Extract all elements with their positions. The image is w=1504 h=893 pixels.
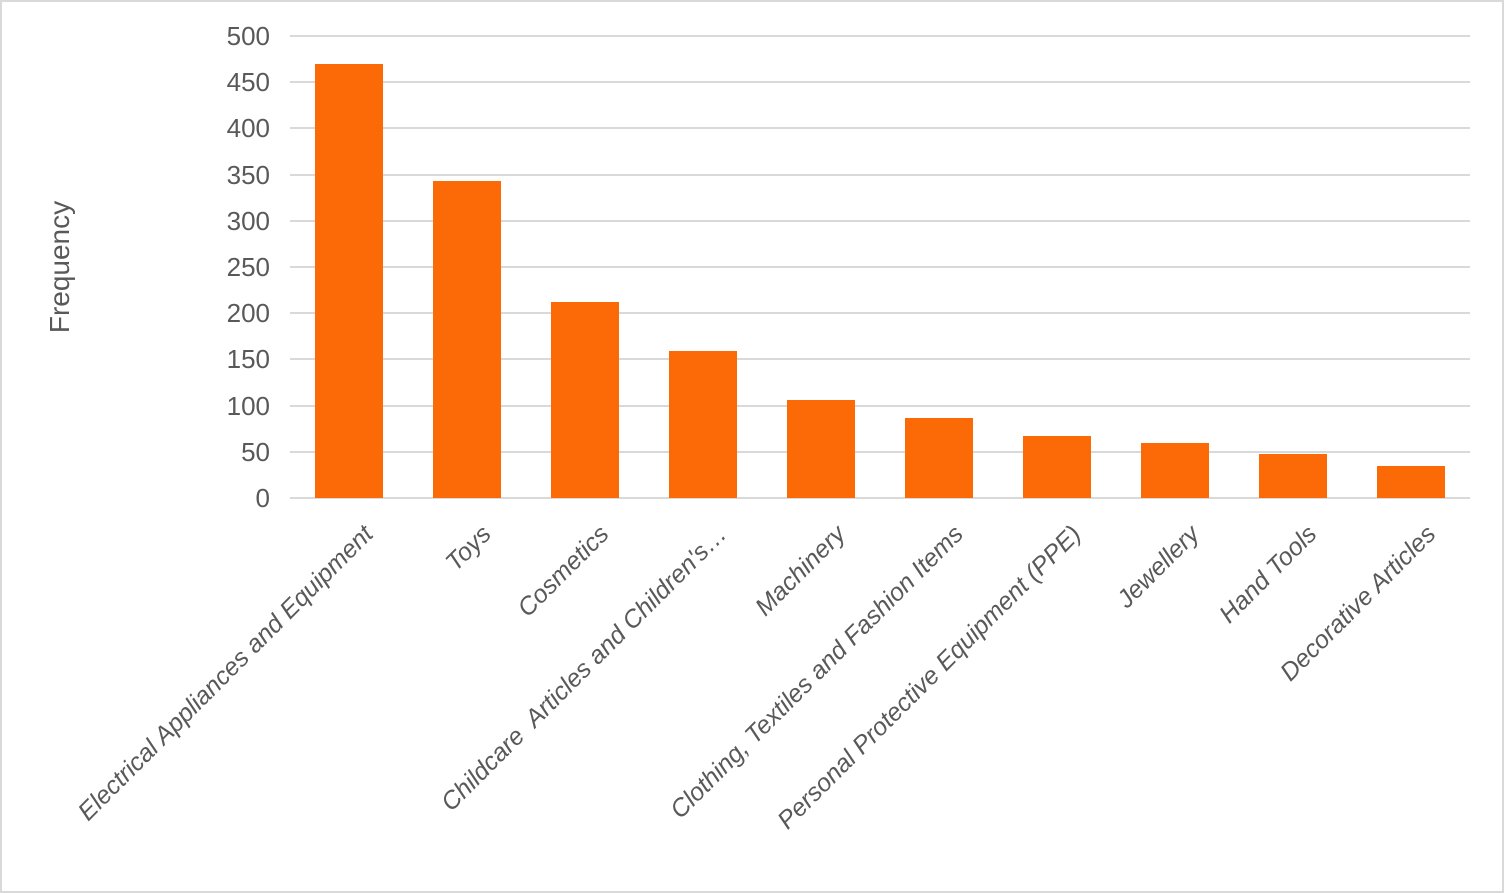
category-label-electrical-appliances-and-equipment: Electrical Appliances and Equipment [72, 520, 379, 827]
bar-decorative-articles [1377, 465, 1445, 498]
y-tick-label-50: 50 [241, 436, 270, 467]
gridline-150 [290, 358, 1470, 361]
gridline-400 [290, 127, 1470, 130]
gridline-100 [290, 404, 1470, 407]
bar-childcare-articles-and-children-s [669, 351, 737, 498]
y-tick-label-250: 250 [226, 252, 270, 282]
bar-personal-protective-equipment-ppe [1023, 436, 1091, 498]
y-tick-label-400: 400 [226, 113, 270, 144]
gridline-350 [290, 173, 1470, 176]
y-tick-label-500: 500 [226, 21, 270, 51]
bar-toys [433, 181, 501, 498]
y-tick-label-300: 300 [226, 205, 270, 236]
bar-electrical-appliances-and-equipment [315, 63, 383, 498]
y-tick-label-100: 100 [226, 390, 270, 421]
bar-hand-tools [1259, 453, 1327, 498]
bar-jewellery [1141, 442, 1209, 498]
y-tick-label-150: 150 [226, 344, 270, 375]
bar-clothing-textiles-and-fashion-items [905, 417, 973, 498]
gridline-200 [290, 312, 1470, 315]
y-axis-title: Frequency [44, 200, 75, 334]
y-tick-label-450: 450 [226, 67, 270, 98]
y-tick-label-350: 350 [226, 159, 270, 190]
y-tick-label-0: 0 [255, 483, 270, 513]
gridline-450 [290, 81, 1470, 84]
gridline-50 [290, 450, 1470, 453]
bar-machinery [787, 400, 855, 498]
gridline-0 [290, 497, 1470, 499]
gridline-250 [290, 266, 1470, 268]
category-label-hand-tools: Hand Tools [1214, 520, 1323, 629]
y-tick-label-200: 200 [226, 298, 270, 329]
gridline-500 [290, 35, 1470, 37]
gridline-300 [290, 219, 1470, 222]
category-label-jewellery: Jewellery [1111, 520, 1205, 614]
category-label-toys: Toys [440, 520, 497, 577]
bar-cosmetics [551, 302, 619, 498]
category-label-machinery: Machinery [749, 520, 851, 622]
category-label-cosmetics: Cosmetics [512, 520, 615, 623]
